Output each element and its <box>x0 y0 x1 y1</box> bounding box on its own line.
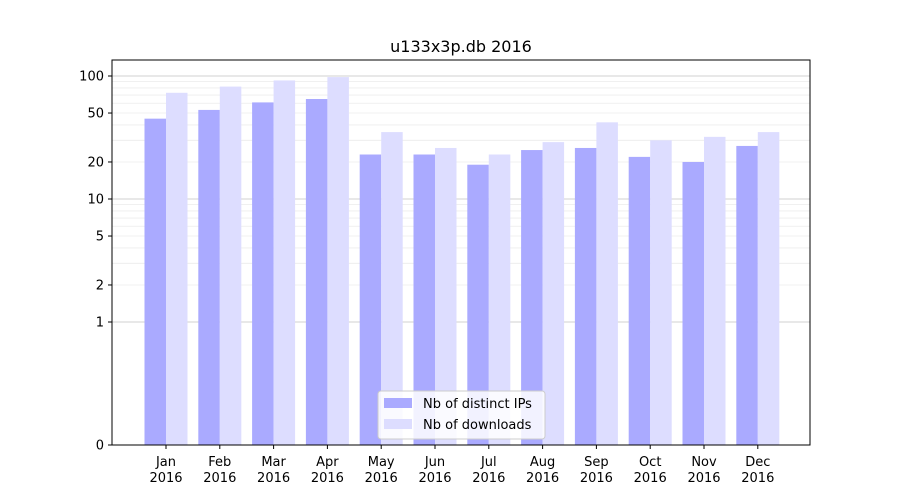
x-tick-label-year: 2016 <box>311 471 344 486</box>
y-tick-label: 5 <box>96 230 104 245</box>
x-tick-label-month: May <box>368 455 395 470</box>
x-tick-label-month: Sep <box>584 455 609 470</box>
bar-downloads <box>381 132 403 445</box>
x-tick-label-year: 2016 <box>687 471 720 486</box>
legend-label: Nb of downloads <box>423 418 532 433</box>
x-tick-label-year: 2016 <box>418 471 451 486</box>
plot-frame <box>111 59 811 446</box>
bar-downloads <box>488 154 511 445</box>
y-tick-label: 1 <box>96 316 104 331</box>
x-tick-label-year: 2016 <box>365 471 398 486</box>
legend-swatch <box>384 419 412 429</box>
x-tick-label-year: 2016 <box>634 471 667 486</box>
x-tick-label-month: Mar <box>261 455 286 470</box>
x-tick-label-month: Aug <box>530 455 555 470</box>
x-tick-label-month: Apr <box>316 455 339 470</box>
x-tick-label-year: 2016 <box>149 471 182 486</box>
x-tick-label-year: 2016 <box>741 471 774 486</box>
x-tick-label-year: 2016 <box>580 471 613 486</box>
x-axis: Jan2016Feb2016Mar2016Apr2016May2016Jun20… <box>149 445 774 486</box>
bar-distinct-ips <box>252 102 274 446</box>
x-tick-label-year: 2016 <box>472 471 505 486</box>
x-tick-label-month: Feb <box>208 455 231 470</box>
bar-downloads <box>219 86 242 446</box>
bar-distinct-ips <box>682 161 704 445</box>
bar-distinct-ips <box>359 154 382 445</box>
bar-downloads <box>596 122 618 446</box>
legend-swatch <box>384 398 412 408</box>
bar-distinct-ips <box>628 156 651 445</box>
bar-downloads <box>757 132 780 445</box>
x-tick-label-month: Jul <box>480 455 497 470</box>
bar-downloads <box>650 140 672 445</box>
x-tick-label-month: Nov <box>691 455 717 470</box>
bar-downloads <box>273 80 296 445</box>
bar-distinct-ips <box>413 154 435 445</box>
legend-label: Nb of distinct IPs <box>423 397 532 412</box>
bar-downloads <box>542 142 565 445</box>
x-tick-label-month: Jun <box>424 455 445 470</box>
bar-distinct-ips <box>144 118 166 446</box>
x-tick-label-year: 2016 <box>203 471 236 486</box>
y-tick-label: 10 <box>87 193 104 208</box>
bar-distinct-ips <box>521 150 543 445</box>
x-tick-label-month: Dec <box>745 455 770 470</box>
bar-distinct-ips <box>574 147 597 445</box>
bar-downloads <box>704 136 726 445</box>
y-tick-label: 2 <box>96 278 104 293</box>
y-tick-label: 20 <box>87 155 104 170</box>
bar-downloads <box>327 77 349 445</box>
bar-distinct-ips <box>467 164 489 445</box>
legend: Nb of distinct IPs Nb of downloads <box>377 390 546 440</box>
x-tick-label-month: Oct <box>639 455 661 470</box>
x-tick-label-year: 2016 <box>526 471 559 486</box>
y-axis: 0 1 2 5 10 20 50 100 <box>79 70 112 454</box>
bars <box>144 77 780 446</box>
y-tick-label: 50 <box>87 107 104 122</box>
legend-box <box>377 390 546 440</box>
bar-distinct-ips <box>305 99 328 445</box>
bar-distinct-ips <box>736 145 758 445</box>
bar-downloads <box>166 92 188 446</box>
y-tick-label: 0 <box>96 439 104 454</box>
bar-distinct-ips <box>198 109 220 446</box>
x-tick-label-year: 2016 <box>257 471 290 486</box>
chart-title: u133x3p.db 2016 <box>390 37 532 56</box>
y-tick-label: 100 <box>79 70 104 85</box>
bar-downloads <box>435 147 457 445</box>
x-tick-label-month: Jan <box>155 455 176 470</box>
